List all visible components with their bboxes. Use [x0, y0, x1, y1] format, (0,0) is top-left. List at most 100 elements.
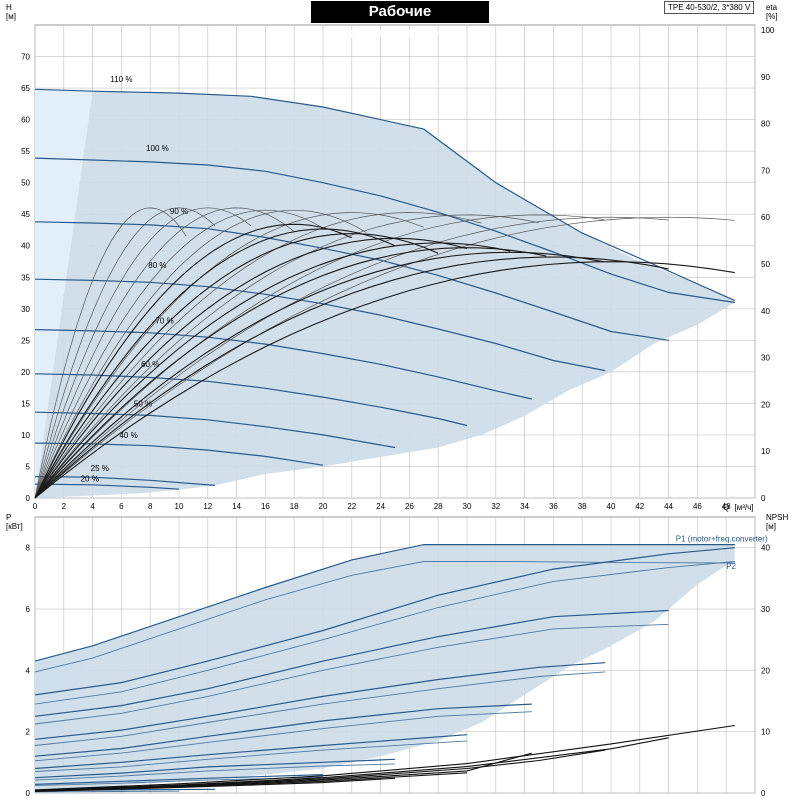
- speed-label: 100 %: [146, 144, 169, 153]
- eta-tick-label: 60: [761, 213, 770, 222]
- head-curve: [34, 157, 735, 304]
- efficiency-curve: [34, 233, 439, 499]
- npsh-axis-label: NPSH: [766, 513, 789, 522]
- head-axis-title: H [м]: [6, 3, 16, 21]
- efficiency-curve: [34, 209, 324, 499]
- head-tick-label: 20: [21, 368, 30, 377]
- efficiency-curve: [34, 214, 540, 499]
- x-tick-label: 18: [290, 502, 299, 511]
- npsh-curve: [34, 777, 396, 793]
- power-curve: [34, 544, 735, 662]
- speed-label: 70 %: [155, 316, 173, 325]
- head-curve: [34, 483, 180, 490]
- speed-label: 90 %: [170, 207, 188, 216]
- eta-tick-label: 10: [761, 447, 770, 456]
- power-curve: [34, 774, 324, 785]
- p2-series-label: P2: [726, 562, 736, 571]
- flow-axis-title: Q [м³/ч]: [723, 503, 753, 512]
- power-curve: [34, 711, 532, 762]
- npsh-tick-label: 20: [761, 666, 770, 675]
- power-axis-label: P: [6, 513, 12, 522]
- head-tick-label: 10: [21, 431, 30, 440]
- head-tick-label: 65: [21, 84, 30, 93]
- efficiency-curve: [34, 214, 604, 499]
- efficiency-curve: [34, 237, 468, 499]
- efficiency-curve: [34, 207, 252, 499]
- eta-axis-label: eta: [766, 3, 778, 12]
- speed-label: 110 %: [110, 75, 132, 84]
- head-axis-unit: [м]: [6, 12, 16, 21]
- speed-label: 60 %: [141, 360, 159, 369]
- npsh-tick-label: 30: [761, 605, 770, 614]
- npsh-tick-label: 40: [761, 544, 770, 553]
- head-low-flow-area: [35, 88, 93, 499]
- head-tick-label: 40: [21, 242, 30, 251]
- x-tick-label: 24: [376, 502, 385, 511]
- head-tick-label: 25: [21, 336, 30, 345]
- eta-tick-label: 20: [761, 400, 770, 409]
- power-curve: [34, 662, 606, 740]
- npsh-axis-unit: [м]: [766, 522, 776, 531]
- power-tick-label: 8: [26, 544, 31, 553]
- speed-label: 80 %: [148, 261, 166, 270]
- x-tick-label: 14: [232, 502, 241, 511]
- head-curve: [34, 329, 532, 400]
- power-curve: [34, 561, 735, 705]
- power-tick-label: 2: [26, 728, 31, 737]
- power-curve: [34, 703, 532, 757]
- head-tick-label: 70: [21, 53, 30, 62]
- flow-axis-unit: [м³/ч]: [734, 503, 754, 512]
- p1-series-label: P1 (motor+freq.converter): [676, 535, 768, 544]
- x-tick-label: 42: [635, 502, 644, 511]
- chart-title: Рабочие характеристики: [311, 1, 489, 42]
- eta-tick-label: 30: [761, 354, 770, 363]
- efficiency-curve: [34, 256, 669, 499]
- head-curve: [34, 278, 606, 372]
- efficiency-curve: [34, 216, 735, 499]
- eta-tick-label: 100: [761, 26, 775, 35]
- power-curve: [34, 763, 396, 781]
- eta-axis-title: eta [%]: [766, 3, 778, 21]
- pump-model-label: TPE 40-530/2, 3*380 V: [664, 1, 755, 14]
- x-tick-label: 2: [62, 502, 67, 511]
- head-curve: [34, 442, 324, 466]
- x-tick-label: 20: [319, 502, 328, 511]
- x-tick-label: 26: [405, 502, 414, 511]
- power-curve: [34, 790, 180, 793]
- x-tick-label: 44: [664, 502, 673, 511]
- efficiency-curve: [34, 228, 396, 499]
- efficiency-curve: [34, 207, 295, 499]
- power-curve: [34, 758, 396, 779]
- x-tick-label: 36: [549, 502, 558, 511]
- eta-axis-unit: [%]: [766, 12, 778, 21]
- speed-label: 25 %: [91, 464, 109, 473]
- npsh-curve: [34, 749, 606, 792]
- power-curve: [34, 740, 468, 772]
- power-tick-label: 6: [26, 605, 31, 614]
- head-tick-label: 30: [21, 305, 30, 314]
- power-tick-label: 4: [26, 666, 31, 675]
- head-tick-label: 50: [21, 179, 30, 188]
- head-curve: [34, 411, 396, 449]
- head-axis-label: H: [6, 3, 12, 12]
- x-tick-label: 12: [203, 502, 212, 511]
- x-tick-label: 32: [491, 502, 500, 511]
- power-curve: [34, 734, 468, 770]
- npsh-tick-label: 0: [761, 789, 766, 798]
- head-curve: [34, 476, 216, 486]
- x-tick-label: 22: [347, 502, 356, 511]
- x-tick-label: 28: [434, 502, 443, 511]
- power-curve: [34, 609, 669, 717]
- x-tick-label: 4: [90, 502, 95, 511]
- eta-tick-label: 90: [761, 73, 770, 82]
- efficiency-curve: [34, 209, 367, 499]
- x-tick-label: 46: [693, 502, 702, 511]
- head-tick-label: 45: [21, 210, 30, 219]
- x-tick-label: 38: [578, 502, 587, 511]
- head-tick-label: 5: [26, 462, 31, 471]
- efficiency-curve: [34, 207, 216, 499]
- efficiency-curve: [34, 207, 187, 499]
- x-tick-label: 30: [463, 502, 472, 511]
- eta-tick-label: 40: [761, 307, 770, 316]
- head-tick-label: 15: [21, 399, 30, 408]
